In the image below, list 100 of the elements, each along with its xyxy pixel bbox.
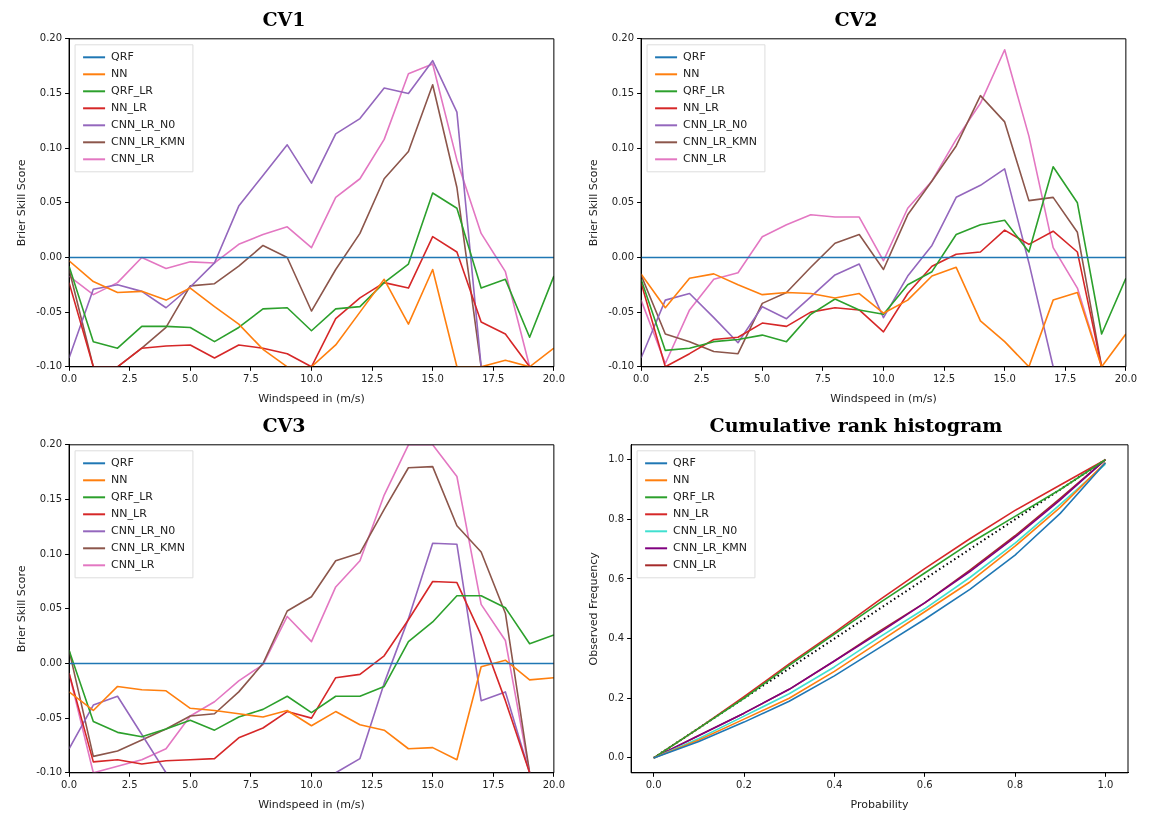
y-axis-title: Brier Skill Score: [15, 565, 29, 653]
legend-label: NN: [683, 67, 700, 81]
chart-title: CV3: [262, 414, 306, 437]
x-tick-label: 1.0: [1097, 779, 1114, 791]
legend-label: CNN_LR_KMN: [111, 135, 185, 149]
legend-label: CNN_LR: [111, 152, 155, 166]
x-tick-label: 17.5: [1054, 373, 1077, 385]
y-tick-label: 0.0: [608, 751, 625, 763]
y-axis-title: Observed Frequency: [587, 551, 601, 666]
x-tick-label: 20.0: [542, 373, 565, 385]
x-tick-label: 2.5: [121, 373, 138, 385]
y-tick-label: 0.2: [608, 691, 625, 703]
x-tick-label: 0.6: [916, 779, 933, 791]
legend-label: QRF: [673, 456, 696, 470]
y-axis-title: Brier Skill Score: [587, 159, 601, 247]
legend-label: QRF_LR: [111, 84, 154, 98]
y-tick-label: 0.00: [39, 657, 63, 669]
legend-label: NN: [111, 67, 128, 81]
chart-title: CV2: [834, 8, 878, 31]
legend-label: CNN_LR: [673, 558, 717, 572]
legend-label: QRF_LR: [683, 84, 726, 98]
x-tick-label: 12.5: [360, 779, 384, 791]
legend-label: CNN_LR_N0: [673, 524, 738, 538]
legend-label: CNN_LR_N0: [111, 524, 176, 538]
x-tick-label: 0.0: [633, 373, 650, 385]
y-tick-label: -0.10: [36, 360, 63, 372]
y-axis-title: Brier Skill Score: [15, 159, 29, 247]
x-tick-label: 7.5: [242, 779, 259, 791]
y-tick-label: -0.05: [36, 711, 63, 723]
x-axis-title: Windspeed in (m/s): [258, 798, 365, 812]
x-tick-label: 5.0: [182, 373, 199, 385]
x-axis-title: Windspeed in (m/s): [258, 392, 365, 406]
chart-title: CV1: [262, 8, 306, 31]
legend-label: QRF: [111, 456, 134, 470]
legend-label: NN: [111, 473, 128, 487]
legend-label: CNN_LR_N0: [683, 118, 748, 132]
chart-title: Cumulative rank histogram: [709, 414, 1003, 437]
x-tick-label: 5.0: [182, 779, 199, 791]
y-tick-label: -0.05: [36, 305, 63, 317]
y-tick-label: 0.20: [39, 438, 63, 450]
x-tick-label: 15.0: [993, 373, 1016, 385]
legend-label: QRF_LR: [111, 490, 154, 504]
y-tick-label: 0.10: [611, 141, 635, 153]
legend-label: NN_LR: [683, 101, 720, 115]
legend-label: NN_LR: [111, 101, 148, 115]
x-tick-label: 0.0: [61, 373, 78, 385]
y-tick-label: -0.05: [608, 305, 635, 317]
legend-label: CNN_LR: [111, 558, 155, 572]
y-tick-label: 0.05: [39, 196, 63, 208]
y-tick-label: 0.05: [611, 196, 635, 208]
y-tick-label: 0.15: [39, 493, 63, 505]
x-tick-label: 0.2: [736, 779, 752, 791]
y-tick-label: 0.6: [608, 572, 625, 584]
legend-label: CNN_LR_KMN: [683, 135, 757, 149]
x-tick-label: 5.0: [754, 373, 771, 385]
legend-label: NN_LR: [673, 507, 710, 521]
x-tick-label: 17.5: [482, 373, 505, 385]
y-tick-label: 0.10: [39, 547, 63, 559]
y-tick-label: 0.4: [608, 632, 625, 644]
x-axis-title: Windspeed in (m/s): [830, 392, 937, 406]
x-tick-label: 0.4: [826, 779, 843, 791]
x-tick-label: 10.0: [300, 779, 323, 791]
x-tick-label: 15.0: [421, 779, 444, 791]
x-tick-label: 15.0: [421, 373, 444, 385]
y-tick-label: 0.20: [39, 32, 63, 44]
x-tick-label: 10.0: [300, 373, 323, 385]
y-tick-label: 1.0: [608, 453, 625, 465]
legend-label: CNN_LR_N0: [111, 118, 176, 132]
x-tick-label: 12.5: [360, 373, 384, 385]
x-tick-label: 0.0: [645, 779, 662, 791]
y-tick-label: 0.20: [611, 32, 635, 44]
y-tick-label: -0.10: [36, 766, 63, 778]
legend-label: NN_LR: [111, 507, 148, 521]
y-tick-label: 0.15: [611, 87, 635, 99]
y-tick-label: 0.8: [608, 512, 625, 524]
x-tick-label: 0.0: [61, 779, 78, 791]
legend-label: QRF: [683, 50, 706, 64]
x-tick-label: 12.5: [932, 373, 956, 385]
y-tick-label: 0.15: [39, 87, 63, 99]
legend-label: CNN_LR_KMN: [673, 541, 747, 555]
x-tick-label: 17.5: [482, 779, 505, 791]
legend-label: NN: [673, 473, 690, 487]
x-tick-label: 20.0: [542, 779, 565, 791]
x-tick-label: 20.0: [1114, 373, 1137, 385]
x-tick-label: 2.5: [693, 373, 710, 385]
y-tick-label: -0.10: [608, 360, 635, 372]
x-tick-label: 2.5: [121, 779, 138, 791]
legend-label: CNN_LR_KMN: [111, 541, 185, 555]
legend-label: QRF: [111, 50, 134, 64]
y-tick-label: 0.05: [39, 602, 63, 614]
y-tick-label: 0.00: [39, 251, 63, 263]
y-tick-label: 0.10: [39, 141, 63, 153]
x-tick-label: 7.5: [814, 373, 831, 385]
legend-label: CNN_LR: [683, 152, 727, 166]
x-tick-label: 7.5: [242, 373, 259, 385]
x-tick-label: 10.0: [872, 373, 895, 385]
x-tick-label: 0.8: [1007, 779, 1024, 791]
x-axis-title: Probability: [850, 798, 910, 812]
legend-label: QRF_LR: [673, 490, 716, 504]
y-tick-label: 0.00: [611, 251, 635, 263]
